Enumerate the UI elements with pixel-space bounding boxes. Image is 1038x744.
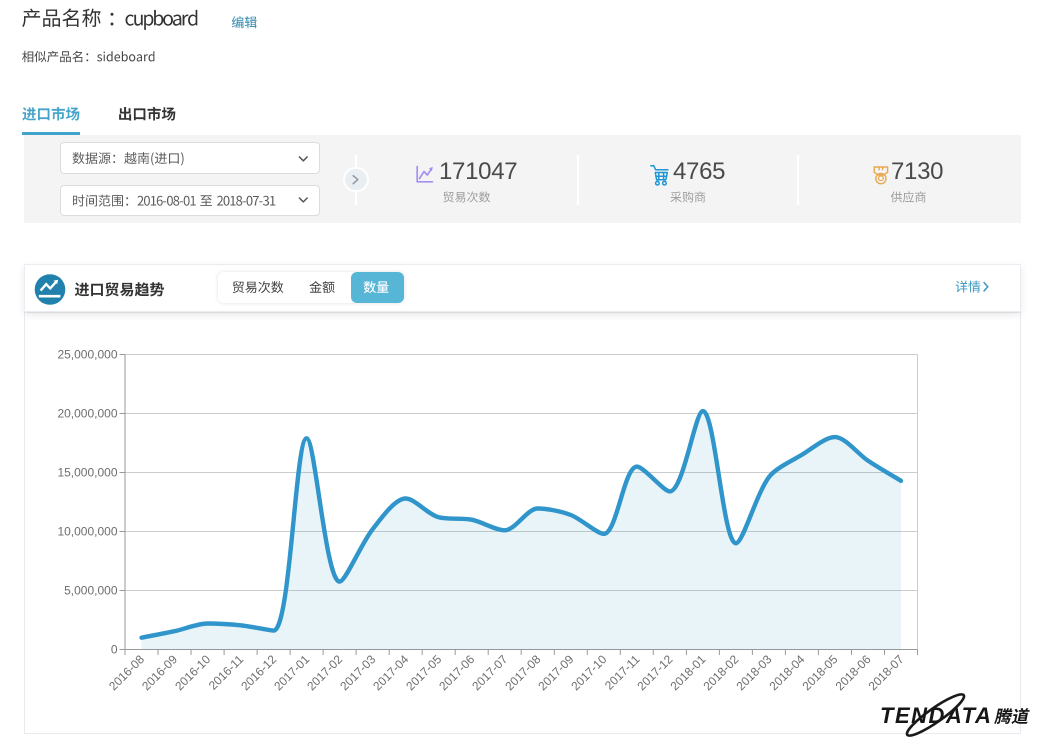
svg-text:2018-05: 2018-05: [799, 652, 840, 693]
svg-text:2017-12: 2017-12: [634, 652, 675, 693]
svg-text:2018-07: 2018-07: [866, 652, 907, 693]
svg-text:0: 0: [111, 643, 118, 657]
svg-text:2017-10: 2017-10: [568, 652, 609, 693]
svg-text:2016-10: 2016-10: [172, 652, 213, 693]
svg-text:TENDATA: TENDATA: [880, 703, 992, 728]
svg-text:2018-03: 2018-03: [733, 652, 774, 693]
svg-text:2018-01: 2018-01: [667, 652, 708, 693]
svg-text:2018-02: 2018-02: [700, 652, 741, 693]
svg-text:2016-08: 2016-08: [106, 652, 147, 693]
svg-text:5,000,000: 5,000,000: [64, 584, 118, 598]
svg-text:2017-01: 2017-01: [271, 652, 312, 693]
svg-text:2017-07: 2017-07: [469, 652, 510, 693]
svg-text:2016-12: 2016-12: [238, 652, 279, 693]
svg-text:2017-04: 2017-04: [370, 652, 411, 693]
svg-text:2018-04: 2018-04: [766, 652, 807, 693]
svg-text:10,000,000: 10,000,000: [57, 525, 117, 539]
svg-text:2018-06: 2018-06: [833, 652, 874, 693]
svg-text:15,000,000: 15,000,000: [57, 466, 117, 480]
svg-text:20,000,000: 20,000,000: [57, 407, 117, 421]
svg-text:2017-08: 2017-08: [502, 652, 543, 693]
svg-text:25,000,000: 25,000,000: [57, 348, 117, 362]
svg-text:2017-05: 2017-05: [403, 652, 444, 693]
svg-text:2017-09: 2017-09: [535, 652, 576, 693]
svg-text:2017-02: 2017-02: [304, 652, 345, 693]
svg-text:2016-09: 2016-09: [139, 652, 180, 693]
svg-text:2017-03: 2017-03: [337, 652, 378, 693]
svg-text:2017-06: 2017-06: [436, 652, 477, 693]
